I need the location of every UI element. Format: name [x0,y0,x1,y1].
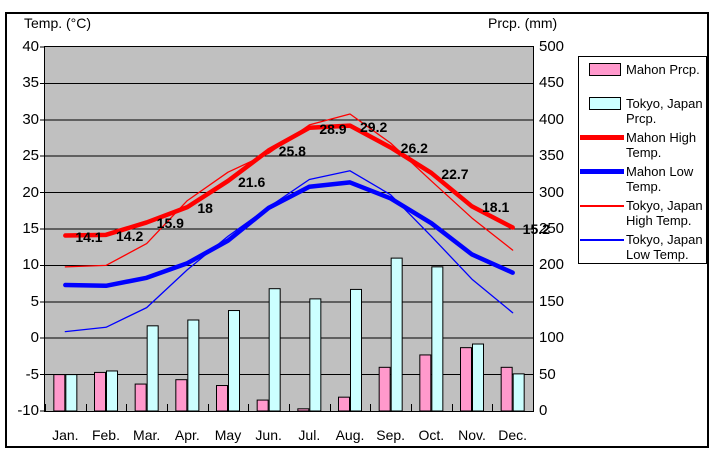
legend-label-mahon-prcp: Mahon Prcp. [626,62,700,77]
tokyo-prcp-legend-swatch-icon [579,96,626,111]
bar-mahon-prcp-5 [256,399,269,412]
legend-item-tokyo-low: Tokyo, Japan Low Temp. [579,232,706,266]
bar-tokyo-prcp-9 [431,266,444,412]
bar-mahon-prcp-3 [175,379,188,412]
bar-tokyo-prcp-5 [268,288,281,412]
bar-mahon-prcp-7 [338,396,350,412]
tokyo-high-swatch [580,204,624,207]
bar-mahon-prcp-4 [216,385,228,412]
bar-mahon-prcp-10 [460,347,472,412]
bar-tokyo-prcp-7 [350,288,362,412]
mahon-low-legend-line-icon [579,164,626,179]
legend-items: Mahon Prcp. Tokyo, Japan Prcp. Mahon High … [579,62,706,266]
legend-item-mahon-prcp: Mahon Prcp. [579,62,706,96]
bar-mahon-prcp-8 [378,366,391,412]
legend-label-tokyo-high: Tokyo, Japan High Temp. [626,198,703,228]
legend-item-tokyo-high: Tokyo, Japan High Temp. [579,198,706,232]
bar-mahon-prcp-1 [94,371,106,412]
mahon-low-swatch [580,169,624,174]
bar-tokyo-prcp-6 [309,298,322,412]
legend-item-mahon-high: Mahon High Temp. [579,130,706,164]
bar-tokyo-prcp-4 [228,310,240,412]
bar-tokyo-prcp-10 [472,343,484,412]
bar-tokyo-prcp-1 [106,370,118,412]
line-tokyo-low [64,170,514,333]
legend-label-mahon-high: Mahon High Temp. [626,130,697,160]
bar-mahon-prcp-6 [297,408,310,412]
tokyo-prcp-swatch [589,97,621,110]
legend-item-tokyo-prcp: Tokyo, Japan Prcp. [579,96,706,130]
bar-tokyo-prcp-3 [187,319,200,412]
legend-box: Mahon Prcp. Tokyo, Japan Prcp. Mahon High … [578,56,707,264]
legend-label-tokyo-prcp: Tokyo, Japan Prcp. [626,96,703,126]
line-mahon-low [63,180,515,289]
tokyo-low-swatch [580,238,624,241]
tokyo-high-legend-line-icon [579,198,626,213]
legend-label-mahon-low: Mahon Low Temp. [626,164,694,194]
bar-mahon-prcp-2 [134,383,147,412]
tokyo-low-legend-line-icon [579,232,626,247]
mahon-prcp-legend-swatch-icon [579,62,626,77]
bar-mahon-prcp-9 [419,354,432,412]
prcp-axis-title: Prcp. (mm) [488,15,558,31]
bar-tokyo-prcp-2 [146,325,159,412]
chart-canvas [40,46,534,412]
bar-tokyo-prcp-8 [390,257,403,412]
plot-area [40,46,534,412]
legend-label-tokyo-low: Tokyo, Japan Low Temp. [626,232,703,262]
line-mahon-high [63,123,515,238]
mahon-high-legend-line-icon [579,130,626,145]
bar-mahon-prcp-11 [500,366,513,412]
temp-axis-title: Temp. (°C) [24,15,92,31]
mahon-high-swatch [580,135,624,140]
bar-tokyo-prcp-0 [65,374,78,412]
mahon-prcp-swatch [589,63,621,76]
bar-tokyo-prcp-11 [512,373,525,412]
bar-mahon-prcp-0 [53,374,66,412]
legend-item-mahon-low: Mahon Low Temp. [579,164,706,198]
